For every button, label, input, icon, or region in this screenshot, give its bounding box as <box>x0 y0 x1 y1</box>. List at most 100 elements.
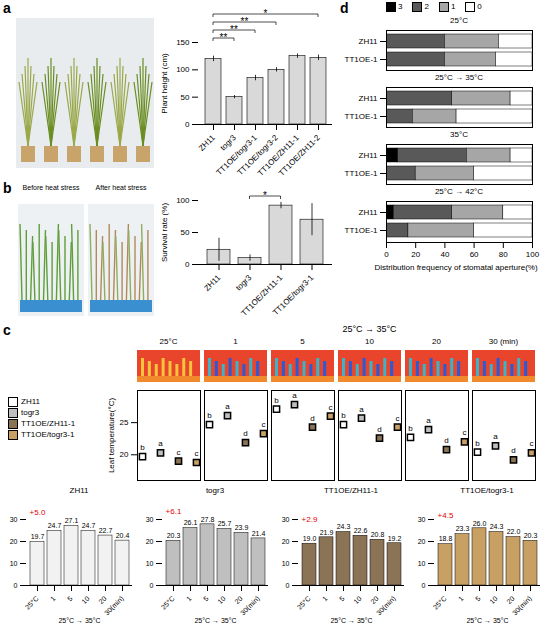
svg-text:21.4: 21.4 <box>252 530 266 537</box>
svg-text:40: 40 <box>440 250 449 259</box>
svg-text:50: 50 <box>181 93 190 102</box>
svg-text:a: a <box>426 416 431 425</box>
svg-text:22.7: 22.7 <box>99 527 113 534</box>
svg-text:TT1OE/ZH11-2: TT1OE/ZH11-2 <box>277 133 322 178</box>
svg-text:20: 20 <box>146 538 154 545</box>
svg-text:23.3: 23.3 <box>456 525 470 532</box>
svg-text:20.3: 20.3 <box>167 532 181 539</box>
svg-text:togr3: togr3 <box>234 273 254 293</box>
svg-text:5: 5 <box>338 595 346 603</box>
svg-text:ZH11: ZH11 <box>197 133 217 153</box>
svg-text:b: b <box>475 439 480 448</box>
svg-text:ZH11: ZH11 <box>359 94 379 103</box>
svg-text:+5.0: +5.0 <box>30 508 46 517</box>
svg-text:20: 20 <box>233 595 244 606</box>
svg-text:24.7: 24.7 <box>48 522 62 529</box>
svg-text:30(min): 30(min) <box>375 595 397 617</box>
svg-text:5: 5 <box>66 595 74 603</box>
svg-text:d: d <box>243 429 247 438</box>
svg-text:*: * <box>263 190 267 201</box>
svg-text:25°C → 35°C: 25°C → 35°C <box>58 617 100 624</box>
svg-text:25°C: 25°C <box>432 595 448 611</box>
svg-text:26.1: 26.1 <box>184 519 198 526</box>
svg-text:a: a <box>225 402 230 411</box>
svg-text:19.0: 19.0 <box>303 535 317 542</box>
svg-text:*: * <box>264 8 268 19</box>
svg-text:30: 30 <box>282 516 290 523</box>
svg-text:ZH11: ZH11 <box>359 37 379 46</box>
svg-text:10: 10 <box>146 560 154 567</box>
svg-text:22.6: 22.6 <box>354 527 368 534</box>
svg-text:26.0: 26.0 <box>473 520 487 527</box>
svg-text:20.4: 20.4 <box>116 532 130 539</box>
svg-text:20: 20 <box>505 595 516 606</box>
svg-text:100: 100 <box>526 250 540 259</box>
svg-text:c: c <box>177 448 181 457</box>
svg-text:60: 60 <box>470 250 479 259</box>
svg-text:1: 1 <box>457 595 465 603</box>
svg-text:1: 1 <box>185 595 193 603</box>
svg-text:19.2: 19.2 <box>388 535 402 542</box>
svg-text:+6.1: +6.1 <box>166 507 182 516</box>
svg-text:20: 20 <box>411 250 420 259</box>
svg-text:100: 100 <box>176 65 190 74</box>
svg-text:25°C: 25°C <box>24 595 40 611</box>
svg-text:0: 0 <box>14 582 18 589</box>
svg-text:18.8: 18.8 <box>439 535 453 542</box>
svg-text:Leaf temperature(°C): Leaf temperature(°C) <box>107 398 116 474</box>
svg-text:80: 80 <box>499 250 508 259</box>
svg-text:b: b <box>207 411 212 420</box>
svg-text:10: 10 <box>418 560 426 567</box>
svg-text:20.8: 20.8 <box>371 531 385 538</box>
svg-text:c: c <box>396 414 400 423</box>
svg-text:**: ** <box>220 32 228 43</box>
svg-text:c: c <box>530 439 534 448</box>
svg-text:20: 20 <box>10 538 18 545</box>
svg-text:20: 20 <box>282 538 290 545</box>
svg-text:50: 50 <box>181 228 190 237</box>
svg-text:10: 10 <box>80 595 91 606</box>
svg-text:27.1: 27.1 <box>65 517 79 524</box>
svg-text:25°C: 25°C <box>160 595 176 611</box>
svg-text:b: b <box>274 396 279 405</box>
svg-text:10: 10 <box>282 560 290 567</box>
svg-text:TT1OE/togr3-1: TT1OE/togr3-1 <box>271 273 315 317</box>
svg-text:10: 10 <box>10 560 18 567</box>
svg-text:10: 10 <box>216 595 227 606</box>
svg-text:10: 10 <box>352 595 363 606</box>
svg-text:ZH11: ZH11 <box>359 151 379 160</box>
svg-text:a: a <box>292 391 297 400</box>
svg-text:150: 150 <box>176 38 190 47</box>
svg-text:c: c <box>329 403 333 412</box>
svg-text:+2.9: +2.9 <box>302 515 318 524</box>
svg-text:21.9: 21.9 <box>320 529 334 536</box>
svg-text:19.7: 19.7 <box>31 533 45 540</box>
svg-text:a: a <box>158 439 163 448</box>
svg-text:d: d <box>310 414 314 423</box>
svg-text:25°C → 35°C: 25°C → 35°C <box>194 617 236 624</box>
svg-text:**: ** <box>241 16 249 27</box>
svg-text:30(min): 30(min) <box>511 595 533 617</box>
svg-text:0: 0 <box>286 582 290 589</box>
svg-text:30(min): 30(min) <box>239 595 261 617</box>
svg-text:TT1OE-1: TT1OE-1 <box>345 112 378 121</box>
svg-text:25: 25 <box>120 418 129 427</box>
svg-text:c: c <box>262 420 266 429</box>
svg-text:c: c <box>195 449 199 458</box>
svg-text:**: ** <box>230 24 238 35</box>
svg-text:TT1OE-1: TT1OE-1 <box>345 226 378 235</box>
svg-text:ZH11: ZH11 <box>359 208 379 217</box>
svg-text:30: 30 <box>418 516 426 523</box>
svg-text:24.3: 24.3 <box>337 523 351 530</box>
svg-text:c: c <box>463 428 467 437</box>
svg-text:23.9: 23.9 <box>235 524 249 531</box>
svg-text:100: 100 <box>176 196 190 205</box>
svg-text:5: 5 <box>202 595 210 603</box>
svg-text:TT1OE-1: TT1OE-1 <box>345 169 378 178</box>
svg-text:27.8: 27.8 <box>201 516 215 523</box>
svg-text:1: 1 <box>49 595 57 603</box>
svg-text:22.0: 22.0 <box>507 528 521 535</box>
svg-text:a: a <box>493 432 498 441</box>
svg-text:25°C → 35°C: 25°C → 35°C <box>330 617 372 624</box>
svg-text:b: b <box>408 424 413 433</box>
